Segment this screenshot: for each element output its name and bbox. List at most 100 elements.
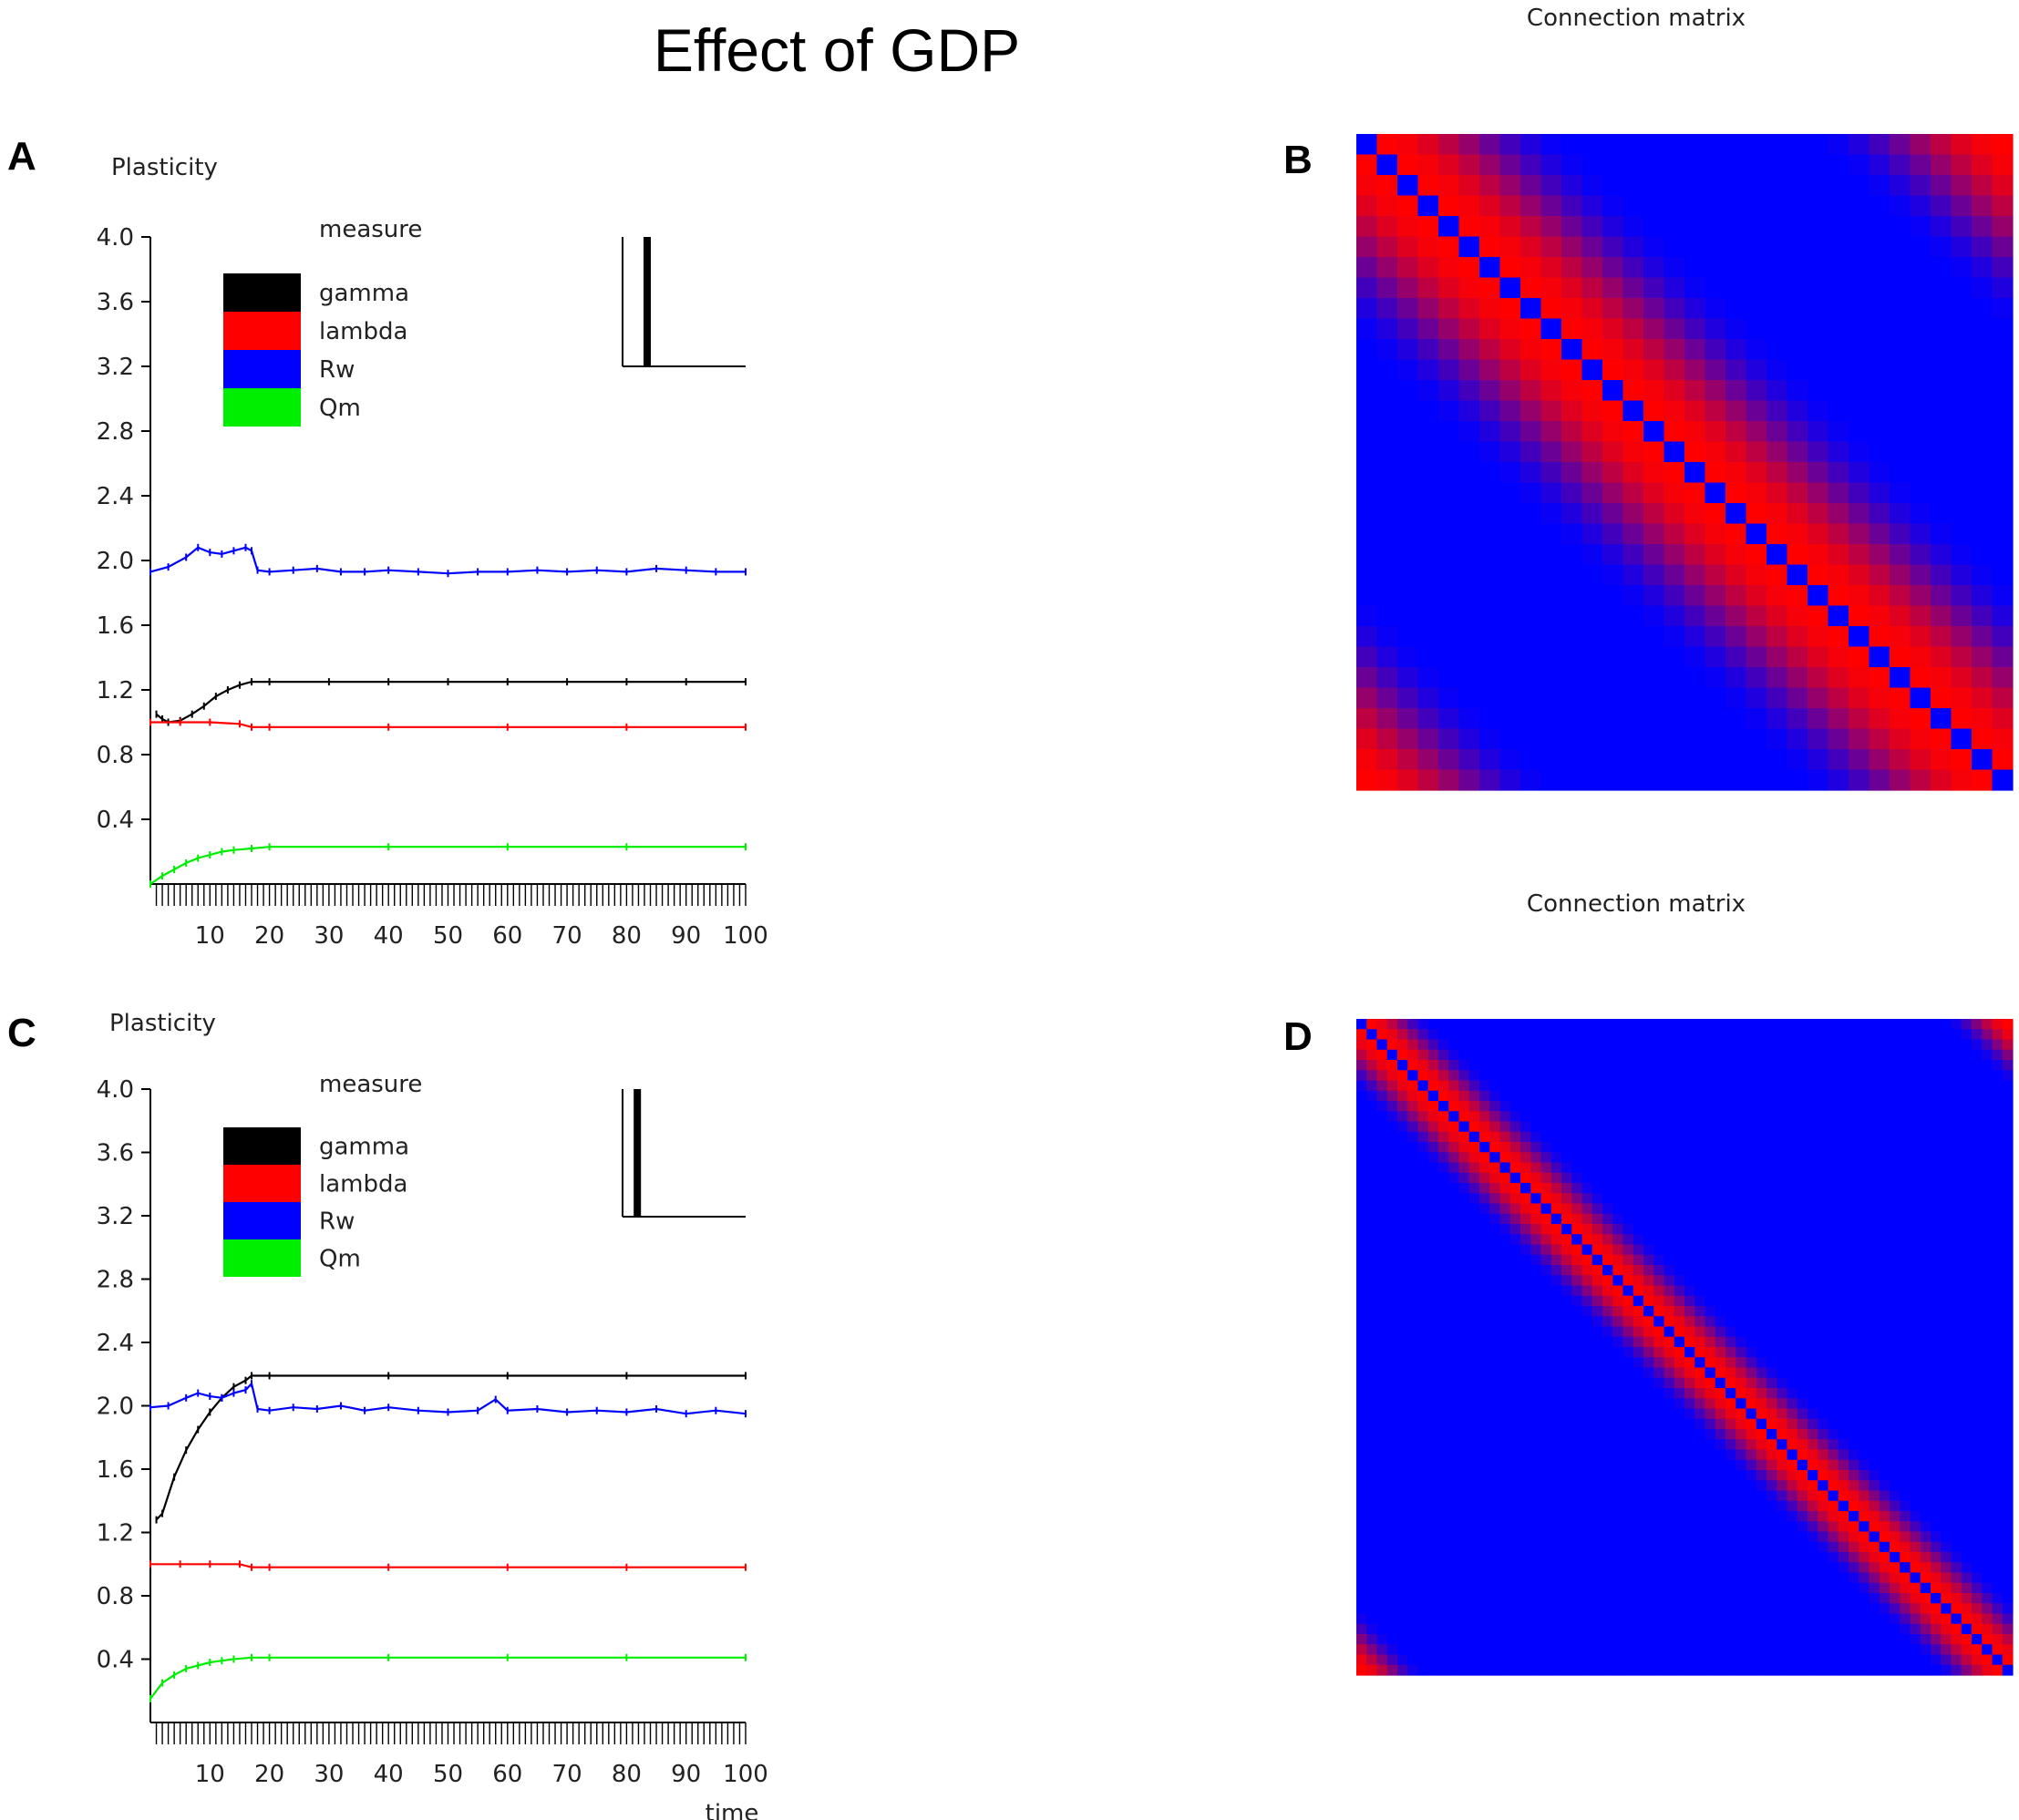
matrix-cell: [1705, 1275, 1716, 1287]
matrix-cell: [1992, 1193, 2004, 1205]
matrix-cell: [1581, 1152, 1593, 1164]
matrix-cell: [1797, 1418, 1808, 1430]
y-tick-label: 1.2: [97, 677, 134, 704]
matrix-cell: [1767, 1152, 1777, 1164]
matrix-cell: [1961, 1357, 1973, 1369]
matrix-cell: [1869, 482, 1890, 504]
matrix-cell: [1592, 1121, 1603, 1133]
matrix-cell: [1561, 1521, 1572, 1533]
matrix-cell: [1386, 1459, 1398, 1471]
chart-a-title: Plasticity: [111, 154, 218, 181]
matrix-cell: [1366, 1470, 1378, 1481]
matrix-cell: [1890, 1562, 1901, 1574]
matrix-cell: [1869, 339, 1890, 361]
matrix-cell: [1458, 1398, 1470, 1410]
matrix-cell: [1859, 1500, 1870, 1512]
matrix-cell: [1746, 277, 1767, 299]
matrix-cell: [1787, 626, 1808, 648]
matrix-cell: [1992, 1254, 2004, 1266]
matrix-cell: [1695, 1398, 1706, 1410]
matrix-cell: [1705, 1213, 1716, 1225]
matrix-cell: [1530, 1152, 1542, 1164]
matrix-cell: [1643, 1029, 1654, 1041]
matrix-cell: [1479, 318, 1501, 340]
matrix-cell: [1643, 728, 1665, 750]
matrix-cell: [1715, 1347, 1726, 1358]
matrix-cell: [1725, 1572, 1736, 1584]
matrix-cell: [1849, 687, 1870, 709]
matrix-cell: [1736, 1562, 1747, 1574]
matrix-cell: [1736, 1019, 1747, 1030]
matrix-cell: [1818, 1049, 1829, 1061]
matrix-cell: [1695, 1572, 1706, 1584]
matrix-cell: [1818, 1213, 1829, 1225]
matrix-cell: [1479, 667, 1501, 689]
matrix-cell: [1397, 380, 1419, 402]
matrix-cell: [1427, 1521, 1439, 1533]
matrix-cell: [1520, 523, 1542, 545]
matrix-cell: [1427, 1049, 1439, 1061]
matrix-cell: [1520, 1131, 1531, 1143]
x-tick-label: 30: [314, 1761, 344, 1788]
matrix-cell: [1427, 1254, 1439, 1266]
matrix-cell: [1458, 154, 1480, 176]
matrix-cell: [1622, 421, 1644, 443]
matrix-cell: [1961, 1121, 1973, 1133]
matrix-cell: [1386, 1213, 1398, 1225]
matrix-cell: [1787, 1101, 1798, 1112]
matrix-cell: [1653, 1439, 1665, 1451]
matrix-cell: [1684, 1234, 1695, 1246]
legend-swatch-rw: [223, 1202, 301, 1239]
matrix-cell: [1951, 482, 1973, 504]
matrix-cell: [1448, 1480, 1460, 1492]
matrix-cell: [1571, 1377, 1583, 1389]
matrix-cell: [1581, 1500, 1593, 1512]
matrix-cell: [1561, 1029, 1572, 1041]
matrix-cell: [1787, 298, 1808, 320]
matrix-cell: [1417, 1254, 1429, 1266]
matrix-cell: [1499, 1213, 1511, 1225]
matrix-cell: [1992, 1531, 2004, 1543]
matrix-cell: [1602, 1295, 1613, 1307]
matrix-cell: [1767, 380, 1788, 402]
matrix-cell: [1890, 1449, 1901, 1461]
matrix-cell: [1643, 1347, 1654, 1358]
matrix-cell: [1941, 1541, 1952, 1553]
matrix-cell: [1828, 216, 1849, 238]
matrix-cell: [1653, 1470, 1665, 1481]
matrix-cell: [1550, 1336, 1562, 1348]
matrix-cell: [1489, 1039, 1501, 1051]
matrix-cell: [1489, 1172, 1501, 1184]
matrix-cell: [1417, 1193, 1429, 1205]
matrix-cell: [1859, 1511, 1870, 1522]
matrix-cell: [1550, 1357, 1562, 1369]
matrix-cell: [1695, 1459, 1706, 1471]
matrix-cell: [2002, 1336, 2014, 1348]
matrix-cell: [1417, 626, 1439, 648]
matrix-cell: [1427, 1511, 1439, 1522]
matrix-cell: [1407, 1398, 1419, 1410]
matrix-cell: [1468, 1572, 1480, 1584]
matrix-cell: [1705, 1131, 1716, 1143]
matrix-cell: [1653, 1541, 1665, 1553]
matrix-cell: [1931, 1388, 1942, 1399]
matrix-cell: [1715, 1049, 1726, 1061]
matrix-cell: [1756, 1531, 1767, 1543]
matrix-cell: [1520, 1449, 1531, 1461]
matrix-cell: [1961, 1470, 1973, 1481]
matrix-cell: [1561, 1162, 1572, 1174]
matrix-cell: [1695, 1111, 1706, 1123]
matrix-cell: [1982, 1244, 1993, 1256]
matrix-cell: [1592, 1203, 1603, 1215]
matrix-cell: [1386, 1111, 1398, 1123]
matrix-cell: [1674, 1172, 1685, 1184]
matrix-cell: [1674, 1203, 1685, 1215]
matrix-cell: [1643, 626, 1665, 648]
matrix-cell: [1982, 1254, 1993, 1266]
matrix-cell: [1520, 380, 1542, 402]
matrix-cell: [1961, 1131, 1973, 1143]
matrix-cell: [1715, 1131, 1726, 1143]
matrix-cell: [1684, 1306, 1695, 1317]
matrix-cell: [1828, 1306, 1839, 1317]
matrix-cell: [1417, 1367, 1429, 1379]
